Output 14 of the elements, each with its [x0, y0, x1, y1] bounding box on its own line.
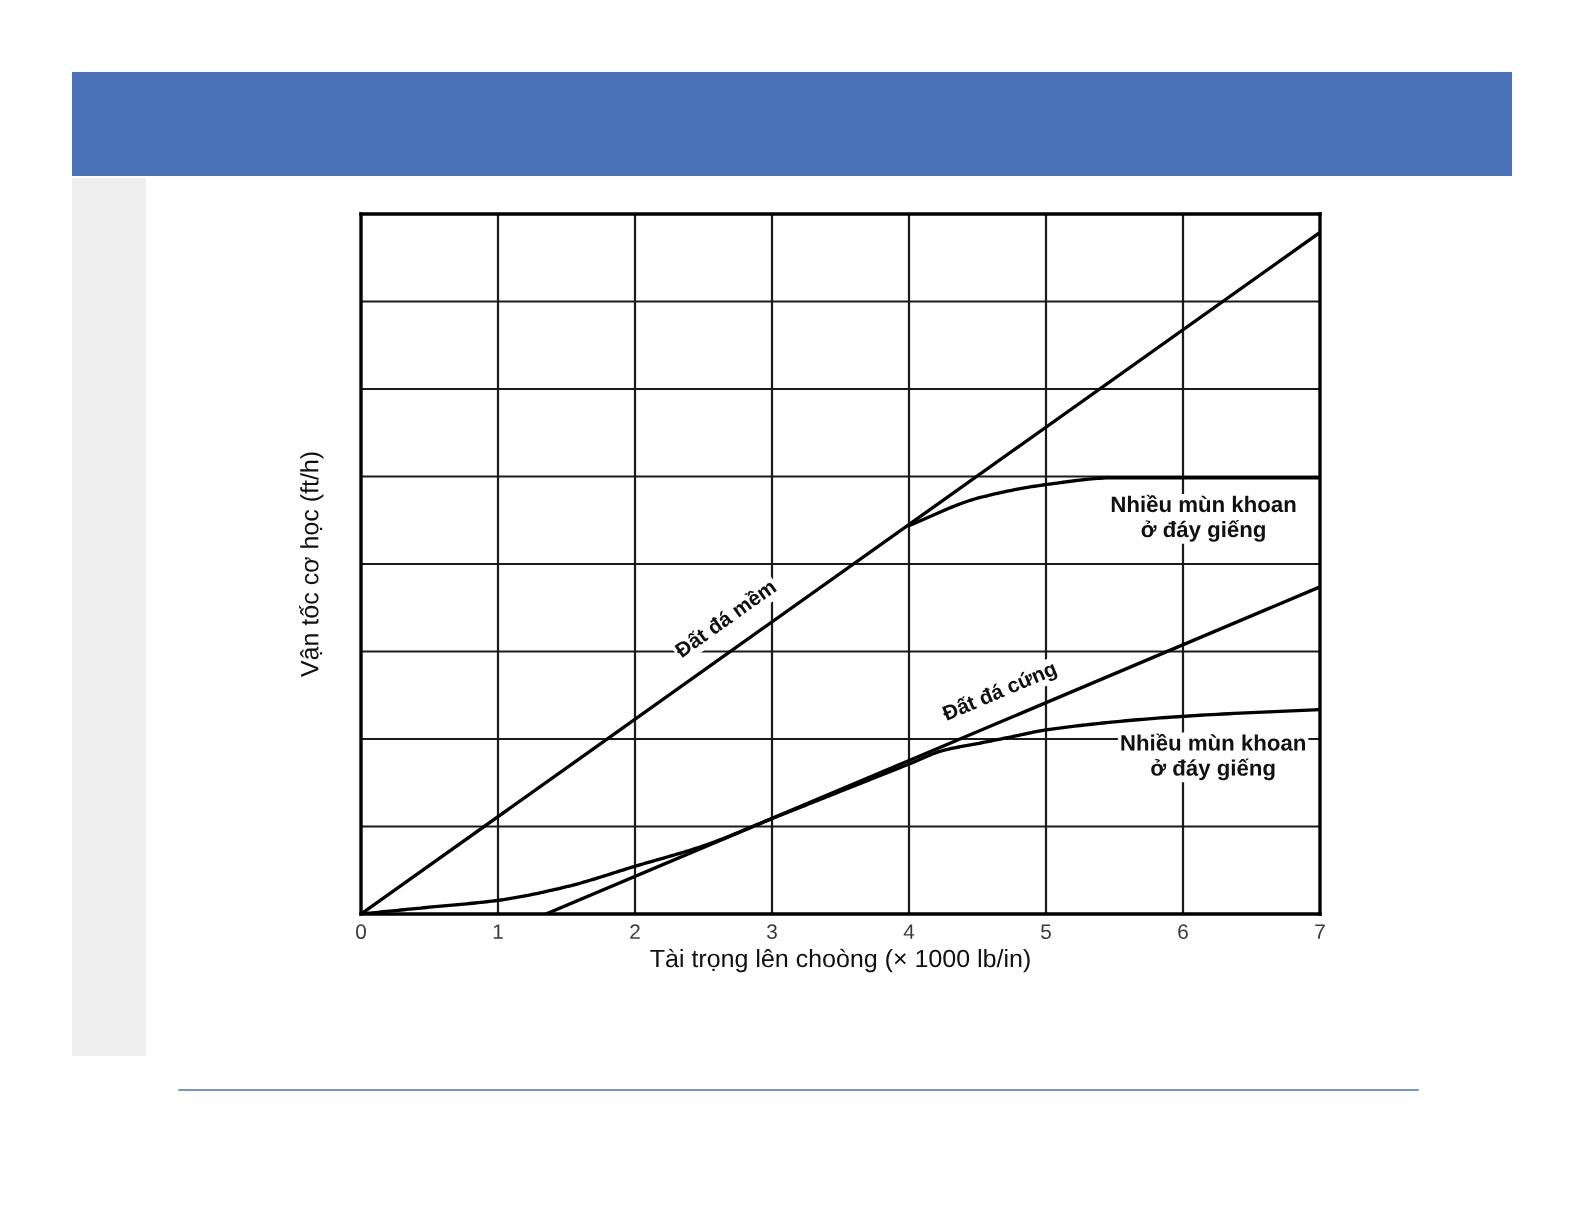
x-tick-label: 1 [493, 924, 503, 939]
x-tick-label: 2 [630, 924, 640, 939]
x-tick-label: 3 [767, 924, 777, 940]
y-axis-title: Vận tốc cơ học (ft/h) [299, 452, 324, 677]
annotation: Đất đá mềm [672, 577, 777, 659]
x-tick-label: 7 [1315, 924, 1325, 939]
x-tick-label: 6 [1178, 924, 1188, 940]
x-axis-title: Tài trọng lên choòng (× 1000 lb/in) [650, 948, 1030, 973]
x-tick-label: 0 [356, 924, 366, 940]
annotation: Nhiều mùn khoan ở đáy giếng [1111, 494, 1296, 542]
annotation: Nhiều mùn khoan ở đáy giếng [1121, 733, 1305, 781]
x-tick-label: 4 [903, 924, 915, 939]
x-tick-label: 5 [1041, 924, 1051, 940]
annotation: Đất đá cứng [940, 659, 1059, 726]
